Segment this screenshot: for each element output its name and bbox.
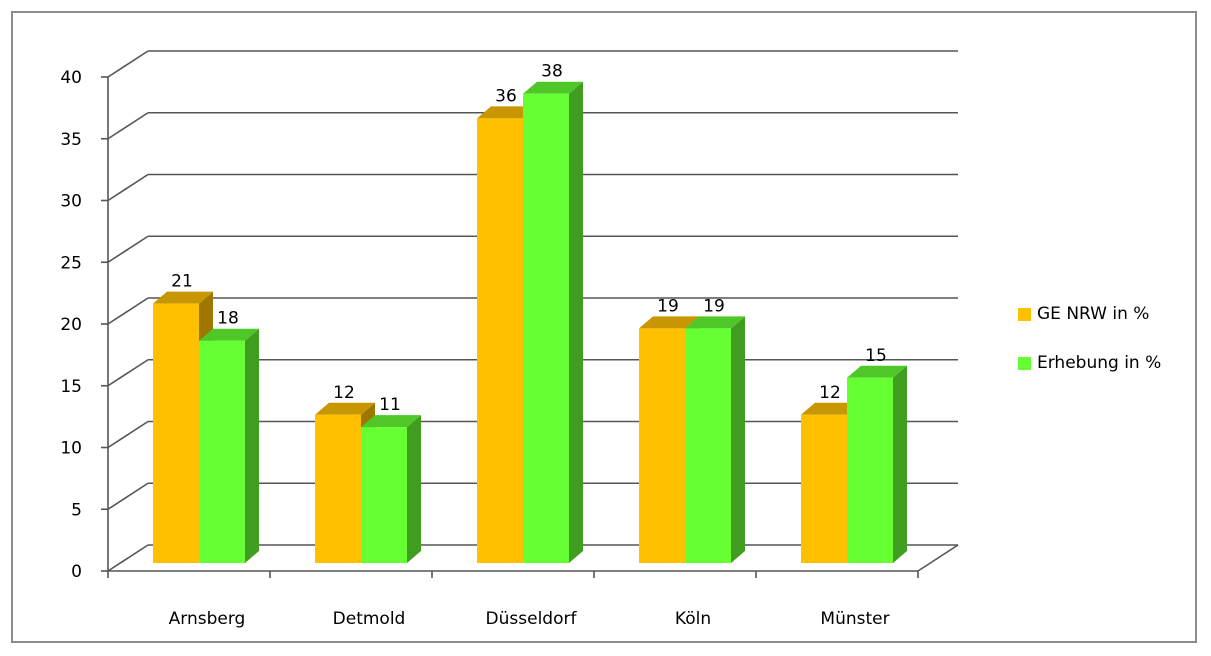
bar-top — [477, 106, 537, 119]
bar-side — [245, 328, 259, 563]
x-axis-tick-labels: Arnsberg Detmold Düsseldorf Köln Münster — [169, 609, 890, 629]
bar — [847, 377, 893, 563]
data-label: 12 — [819, 383, 841, 403]
bar-top — [523, 81, 583, 94]
data-label: 38 — [541, 62, 563, 82]
bar-top — [361, 415, 421, 428]
bar-top — [847, 365, 907, 378]
x-tick-label: Arnsberg — [169, 609, 246, 629]
legend-item-ge-nrw: GE NRW in % — [1018, 304, 1161, 324]
data-label: 18 — [217, 309, 239, 329]
y-tick-label: 25 — [60, 253, 82, 273]
y-tick-label: 35 — [60, 130, 82, 150]
gridline-diagonal — [107, 112, 149, 140]
bar-top — [801, 402, 861, 415]
legend-swatch-ge-nrw — [1018, 307, 1031, 321]
legend: GE NRW in % Erhebung in % — [1018, 304, 1161, 402]
y-tick-label: 10 — [60, 439, 82, 459]
gridline-diagonal — [107, 173, 149, 202]
y-axis-tick-labels: 0 5 10 15 20 25 30 35 40 — [60, 68, 82, 582]
bar — [477, 118, 523, 564]
legend-swatch-erhebung — [1018, 356, 1031, 370]
gridline-diagonal — [107, 544, 149, 572]
y-tick-label: 40 — [60, 68, 82, 88]
bar-top — [199, 328, 259, 341]
bar-side — [893, 365, 907, 563]
x-tick-label: Detmold — [333, 609, 406, 629]
bar-top — [685, 316, 745, 329]
bar-side — [731, 316, 745, 563]
gridline-diagonal — [107, 359, 149, 387]
x-tick-label: Düsseldorf — [486, 609, 578, 629]
x-tick-label: Köln — [675, 609, 711, 629]
legend-label-ge-nrw: GE NRW in % — [1037, 304, 1150, 324]
y-tick-label: 5 — [71, 500, 82, 520]
legend-label-erhebung: Erhebung in % — [1037, 353, 1162, 373]
bar — [685, 328, 731, 563]
bar — [153, 303, 199, 563]
bar — [315, 414, 361, 563]
data-label: 19 — [657, 296, 679, 316]
gridline-diagonal — [107, 50, 149, 78]
gridline-diagonal — [107, 297, 149, 325]
bar — [199, 340, 245, 563]
bar-top — [153, 291, 213, 304]
y-tick-label: 20 — [60, 315, 82, 335]
y-tick-label: 0 — [71, 562, 82, 582]
floor-right-edge — [917, 544, 959, 572]
axes — [101, 76, 959, 578]
bar-top — [315, 402, 375, 415]
data-label: 19 — [703, 296, 725, 316]
gridline-diagonal — [107, 482, 149, 510]
y-tick-label: 15 — [60, 377, 82, 397]
bars — [153, 81, 907, 564]
data-label: 36 — [495, 86, 517, 106]
data-label: 12 — [333, 383, 355, 403]
data-label: 11 — [379, 395, 401, 415]
bar — [361, 427, 407, 563]
legend-item-erhebung: Erhebung in % — [1018, 353, 1161, 373]
gridline-diagonal — [107, 235, 149, 263]
y-tick-label: 30 — [60, 192, 82, 212]
bar-side — [569, 81, 583, 563]
bar — [639, 328, 685, 563]
x-tick-label: Münster — [820, 609, 889, 629]
data-label: 21 — [171, 272, 193, 292]
bar-side — [407, 415, 421, 563]
bar-top — [639, 316, 699, 329]
bar — [801, 414, 847, 563]
bar — [523, 93, 569, 563]
data-labels: 21 12 36 19 12 18 11 38 19 15 — [171, 62, 887, 415]
data-label: 15 — [865, 346, 887, 366]
gridline-diagonal — [107, 420, 149, 449]
